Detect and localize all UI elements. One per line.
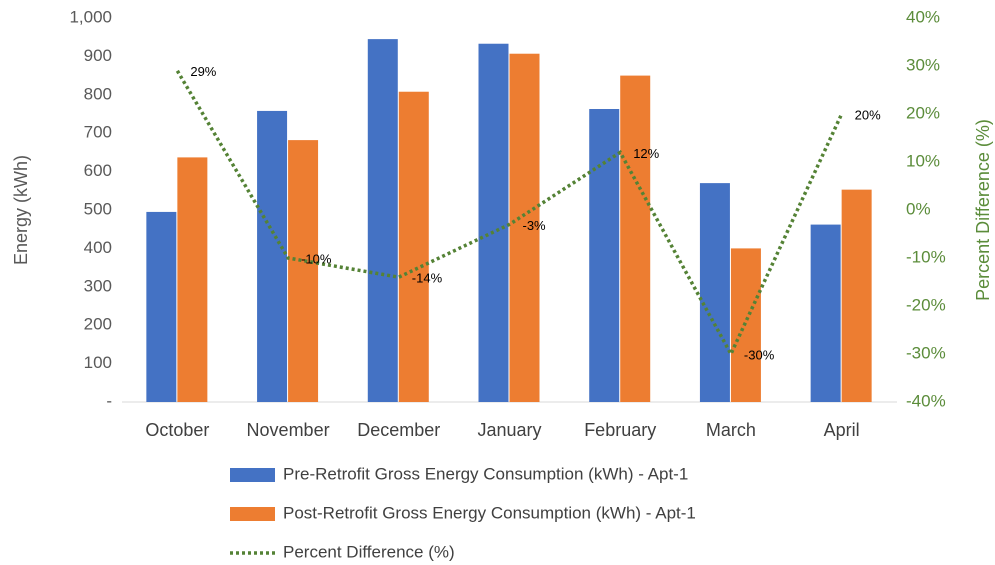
y-tick-label: 300 bbox=[84, 276, 112, 295]
y-tick-label: 200 bbox=[84, 315, 112, 334]
bar bbox=[589, 109, 620, 403]
legend-swatch bbox=[230, 507, 275, 521]
y-tick-label: - bbox=[106, 391, 112, 410]
x-tick-label: January bbox=[477, 420, 541, 440]
data-label: -14% bbox=[412, 271, 443, 286]
bar bbox=[841, 189, 872, 402]
x-tick-label: March bbox=[706, 420, 756, 440]
data-label: 20% bbox=[855, 107, 881, 122]
y-tick-label: 600 bbox=[84, 161, 112, 180]
legend-label: Post-Retrofit Gross Energy Consumption (… bbox=[283, 503, 696, 522]
bar bbox=[699, 183, 730, 402]
data-label: -30% bbox=[744, 347, 775, 362]
y2-axis-label: Percent Difference (%) bbox=[973, 119, 993, 301]
y-tick-label: 700 bbox=[84, 123, 112, 142]
data-label: 29% bbox=[190, 64, 216, 79]
y-tick-label: 1,000 bbox=[69, 7, 112, 26]
y2-tick-label: -20% bbox=[906, 295, 946, 314]
bar bbox=[509, 53, 540, 402]
y2-tick-label: -10% bbox=[906, 247, 946, 266]
bar bbox=[146, 211, 177, 402]
legend-label: Pre-Retrofit Gross Energy Consumption (k… bbox=[283, 464, 688, 483]
bar bbox=[257, 110, 288, 402]
data-label: -3% bbox=[523, 218, 547, 233]
y2-tick-label: -40% bbox=[906, 391, 946, 410]
data-label: -10% bbox=[301, 251, 332, 266]
x-tick-label: December bbox=[357, 420, 440, 440]
y-axis-label: Energy (kWh) bbox=[11, 155, 31, 265]
legend-label: Percent Difference (%) bbox=[283, 542, 455, 561]
bar bbox=[398, 91, 429, 402]
legend-swatch bbox=[230, 468, 275, 482]
y-tick-label: 100 bbox=[84, 353, 112, 372]
x-tick-label: April bbox=[824, 420, 860, 440]
y-tick-label: 400 bbox=[84, 238, 112, 257]
x-tick-label: November bbox=[247, 420, 330, 440]
y-tick-label: 500 bbox=[84, 199, 112, 218]
y2-tick-label: 20% bbox=[906, 103, 940, 122]
data-label: 12% bbox=[633, 146, 659, 161]
bar bbox=[620, 75, 651, 402]
bar bbox=[288, 140, 319, 402]
x-tick-label: February bbox=[584, 420, 656, 440]
bar bbox=[177, 157, 208, 402]
y2-tick-label: 10% bbox=[906, 151, 940, 170]
x-tick-label: October bbox=[145, 420, 209, 440]
bar bbox=[810, 224, 841, 402]
y2-tick-label: 40% bbox=[906, 7, 940, 26]
y2-tick-label: 0% bbox=[906, 199, 931, 218]
y-tick-label: 900 bbox=[84, 46, 112, 65]
y2-tick-label: -30% bbox=[906, 343, 946, 362]
y-tick-label: 800 bbox=[84, 84, 112, 103]
bar bbox=[367, 39, 398, 403]
bar bbox=[478, 43, 509, 403]
y2-tick-label: 30% bbox=[906, 55, 940, 74]
line bbox=[175, 69, 844, 358]
